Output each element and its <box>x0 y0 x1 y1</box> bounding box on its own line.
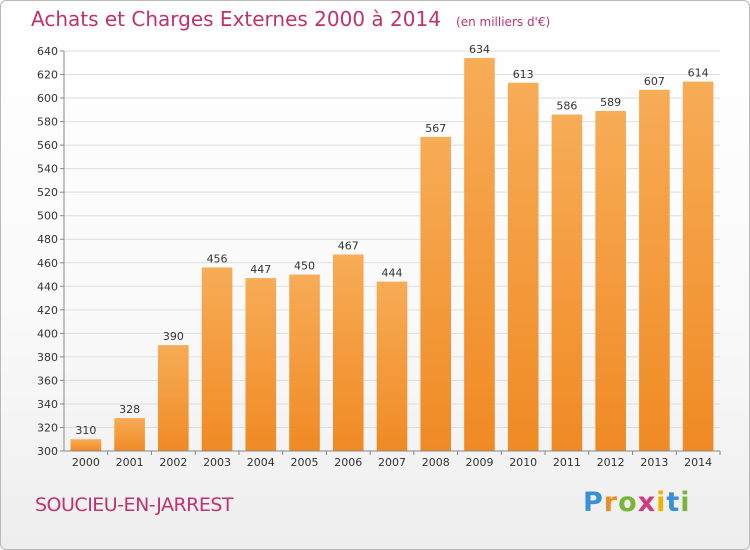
bar <box>639 89 670 451</box>
brand-letter: r <box>603 487 619 518</box>
chart-unit-note: (en milliers d'€) <box>456 15 551 29</box>
x-tick-label: 2007 <box>378 456 406 469</box>
bar <box>376 281 408 451</box>
y-tick-label: 460 <box>37 257 58 270</box>
data-label: 447 <box>250 263 271 276</box>
data-label: 607 <box>644 75 665 88</box>
bar <box>332 254 364 451</box>
x-tick-label: 2005 <box>291 456 319 469</box>
x-tick-label: 2003 <box>203 456 231 469</box>
x-tick-label: 2001 <box>116 456 144 469</box>
y-tick-label: 440 <box>37 280 58 293</box>
bar <box>507 82 539 451</box>
data-label: 456 <box>207 252 228 265</box>
y-tick-label: 380 <box>37 351 58 364</box>
y-tick-label: 520 <box>37 186 58 199</box>
brand-letter: o <box>618 487 638 518</box>
brand-letter: i <box>656 487 667 518</box>
city-name: SOUCIEU-EN-JARREST <box>35 494 234 516</box>
data-label: 614 <box>688 67 709 80</box>
bar <box>245 278 277 451</box>
x-tick-label: 2008 <box>422 456 450 469</box>
x-tick-label: 2012 <box>597 456 625 469</box>
bar <box>551 114 583 451</box>
y-tick-label: 340 <box>37 398 58 411</box>
chart-title: Achats et Charges Externes 2000 à 2014 <box>31 7 441 31</box>
y-tick-label: 400 <box>37 327 58 340</box>
bar <box>420 136 452 451</box>
x-tick-label: 2000 <box>72 456 100 469</box>
bar <box>158 345 189 451</box>
brand-letter: t <box>666 487 681 518</box>
y-tick-label: 480 <box>37 233 58 246</box>
bar <box>114 418 145 451</box>
x-tick-label: 2013 <box>640 456 668 469</box>
data-label: 634 <box>469 43 490 56</box>
x-tick-label: 2002 <box>159 456 187 469</box>
brand-logo: Proxiti <box>583 487 691 518</box>
bar <box>289 274 320 451</box>
bar <box>201 267 233 451</box>
bar <box>682 81 714 452</box>
brand-letter: P <box>583 487 604 518</box>
data-label: 390 <box>163 330 184 343</box>
data-label: 589 <box>600 96 621 109</box>
data-label: 310 <box>75 424 96 437</box>
title-row: Achats et Charges Externes 2000 à 2014 (… <box>31 7 550 31</box>
y-tick-label: 640 <box>37 45 58 58</box>
x-tick-label: 2010 <box>509 456 537 469</box>
x-tick-label: 2009 <box>465 456 493 469</box>
y-tick-label: 560 <box>37 139 58 152</box>
data-label: 586 <box>556 100 577 113</box>
data-label: 328 <box>119 403 140 416</box>
data-label: 450 <box>294 260 315 273</box>
y-tick-label: 420 <box>37 304 58 317</box>
y-tick-label: 300 <box>37 445 58 458</box>
y-tick-label: 360 <box>37 374 58 387</box>
data-label: 613 <box>513 68 534 81</box>
brand-letter: i <box>680 487 691 518</box>
data-label: 467 <box>338 240 359 253</box>
label-layer: 310 328 390 456 447 450 467 444 567 634 613 586 589 6… <box>75 43 708 437</box>
brand-letter: x <box>637 487 657 518</box>
x-tick-label: 2004 <box>247 456 275 469</box>
x-tick-label: 2011 <box>553 456 581 469</box>
y-tick-label: 580 <box>37 116 58 129</box>
y-tick-label: 540 <box>37 163 58 176</box>
bar-layer <box>70 58 714 452</box>
data-label: 567 <box>425 122 446 135</box>
bar <box>595 111 626 451</box>
y-tick-label: 500 <box>37 210 58 223</box>
axis-layer: 300 320 340 360 380 400 420 440 460 480 500 520 540 5… <box>37 45 721 469</box>
bar <box>464 58 495 451</box>
bar <box>70 439 102 451</box>
x-tick-label: 2014 <box>684 456 712 469</box>
y-tick-label: 620 <box>37 69 58 82</box>
y-tick-label: 600 <box>37 92 58 105</box>
y-tick-label: 320 <box>37 421 58 434</box>
x-tick-label: 2006 <box>334 456 362 469</box>
data-label: 444 <box>382 267 403 280</box>
